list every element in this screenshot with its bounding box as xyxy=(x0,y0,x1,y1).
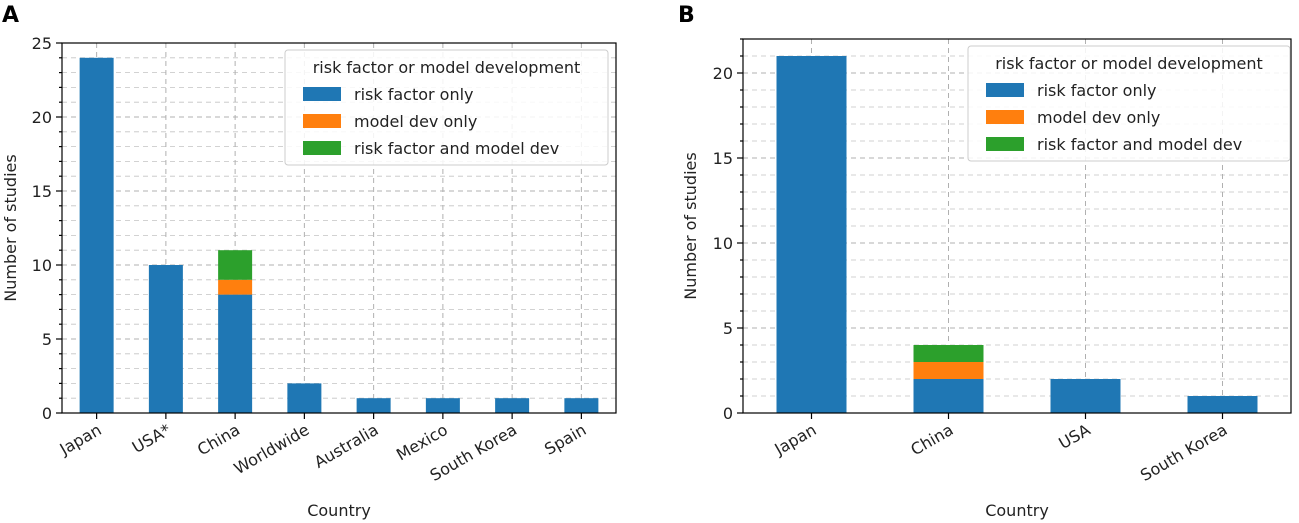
b-bar-japan-series-1 xyxy=(776,56,847,413)
b-legend-swatch-2 xyxy=(986,110,1024,124)
a-y-tick-label: 0 xyxy=(42,404,52,423)
a-bar-japan-series-1 xyxy=(79,57,114,414)
a-y-tick-label: 5 xyxy=(42,330,52,349)
a-x-tick-label: China xyxy=(194,420,243,459)
b-legend-box xyxy=(967,45,1291,162)
a-bar-australia-series-1 xyxy=(356,398,391,413)
a-y-tick-label: 10 xyxy=(32,256,52,275)
a-bars xyxy=(79,57,599,414)
b-legend-title: risk factor or model development xyxy=(995,54,1263,73)
b-bar-china-series-2 xyxy=(913,362,984,379)
a-legend-swatch-3 xyxy=(303,141,341,155)
b-x-tick-label: South Korea xyxy=(1137,420,1230,485)
a-bar-china-series-2 xyxy=(218,279,253,295)
a-legend-label-1: risk factor only xyxy=(354,85,474,104)
panel-b-label: B xyxy=(678,3,695,28)
b-legend-label-1: risk factor only xyxy=(1037,81,1157,100)
a-axes-frame xyxy=(61,42,617,414)
panel-a-label: A xyxy=(2,3,19,28)
a-y-tick-label: 15 xyxy=(32,182,52,201)
b-x-axis-title: Country xyxy=(985,501,1049,520)
a-bar-worldwide-series-1 xyxy=(287,383,322,413)
a-x-tick-label: Mexico xyxy=(393,420,451,464)
b-axes-frame xyxy=(742,38,1292,414)
a-bar-china-series-3 xyxy=(218,250,253,280)
a-y-tick-label: 20 xyxy=(32,108,52,127)
panel-b: B 0 5 10 15 20 Japan China USA South Korea Countr… xyxy=(678,3,1292,520)
b-y-tick-label: 10 xyxy=(713,234,733,253)
b-y-tick-label: 5 xyxy=(723,319,733,338)
b-legend-swatch-3 xyxy=(986,137,1024,151)
a-x-tick-label: Worldwide xyxy=(231,420,313,478)
a-x-tick-label: Japan xyxy=(56,420,105,459)
a-x-tick-label: USA* xyxy=(129,420,174,457)
a-x-tick-label: Australia xyxy=(311,420,382,472)
b-bar-south-korea-series-1 xyxy=(1187,396,1258,413)
b-bar-china-series-3 xyxy=(913,345,984,362)
panel-a: A 0 5 10 15 20 25 Japan USA* ChinaWorldwideAustr… xyxy=(1,3,617,520)
a-y-axis-title: Number of studies xyxy=(1,154,20,301)
a-legend: risk factor or model development risk fac… xyxy=(284,49,609,166)
a-legend-swatch-1 xyxy=(303,87,341,101)
a-x-axis-title: Country xyxy=(307,501,371,520)
b-bar-china-series-1 xyxy=(913,379,984,413)
b-x-tick-label: China xyxy=(907,420,956,459)
a-legend-label-3: risk factor and model dev xyxy=(354,139,559,158)
a-bar-spain-series-1 xyxy=(564,398,599,413)
b-legend-swatch-1 xyxy=(986,83,1024,97)
a-bar-china-series-1 xyxy=(218,294,253,413)
b-y-tick-label: 0 xyxy=(723,404,733,423)
b-legend-label-2: model dev only xyxy=(1037,108,1160,127)
a-y-tick-label: 25 xyxy=(32,34,52,53)
a-legend-label-2: model dev only xyxy=(354,112,477,131)
b-x-tick-label: Japan xyxy=(770,420,819,459)
a-legend-swatch-2 xyxy=(303,114,341,128)
b-x-tick-label: USA xyxy=(1055,420,1093,453)
b-legend-label-3: risk factor and model dev xyxy=(1037,135,1242,154)
a-x-tick-label: Spain xyxy=(541,420,589,459)
b-y-tick-label: 15 xyxy=(713,149,733,168)
b-y-tick-label: 20 xyxy=(713,64,733,83)
a-legend-title: risk factor or model development xyxy=(313,58,581,77)
a-bar-mexico-series-1 xyxy=(425,398,460,413)
a-bar-south-korea-series-1 xyxy=(495,398,530,413)
b-legend: risk factor or model development risk fac… xyxy=(967,45,1291,162)
b-bars xyxy=(776,56,1258,413)
b-y-axis-title: Number of studies xyxy=(681,152,700,299)
a-legend-box xyxy=(284,49,609,166)
a-bar-usa-series-1 xyxy=(148,265,183,413)
b-bar-usa-series-1 xyxy=(1050,379,1121,413)
